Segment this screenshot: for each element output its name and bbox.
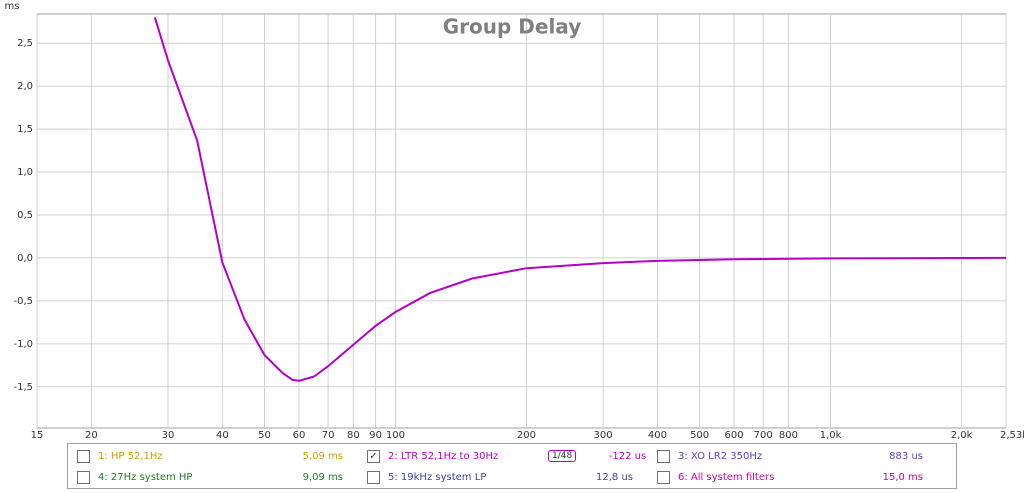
y-tick-label: -1,0: [13, 339, 33, 350]
checkbox[interactable]: [657, 470, 670, 484]
x-tick-label: 60: [293, 430, 306, 440]
legend-label: 4: 27Hz system HP: [98, 471, 193, 483]
chart: Group Delay ms 2,5 2,0 1,5 1,0 0,5 0,0 -0,5 -1,…: [5, 1, 1024, 440]
x-tick-label: 30: [162, 430, 175, 440]
x-tick-label: 40: [216, 430, 229, 440]
smoothing-button[interactable]: 1/48: [548, 450, 577, 462]
x-tick-label: 50: [258, 430, 271, 440]
legend: 1: HP 52,1Hz 5,09 ms ✓ 2: LTR 52,1Hz to 30H…: [67, 443, 957, 489]
chart-title: Group Delay: [443, 15, 581, 39]
checkbox[interactable]: ✓: [367, 449, 380, 463]
x-tick-label: 2,0k: [951, 430, 973, 440]
legend-item: 5: 19kHz system LP 12,8 us: [367, 468, 633, 486]
data-line: [153, 17, 1006, 382]
x-tick-label: 15: [31, 430, 44, 440]
x-tick-label: 20: [85, 430, 98, 440]
x-tick-label: 500: [690, 430, 709, 440]
legend-item: 6: All system filters 15,0 ms: [657, 468, 923, 486]
legend-label: 1: HP 52,1Hz: [98, 450, 163, 462]
legend-item: 4: 27Hz system HP 9,09 ms: [77, 468, 343, 486]
x-tick-label: 700: [754, 430, 773, 440]
legend-label: 2: LTR 52,1Hz to 30Hz: [388, 450, 499, 462]
y-tick-label: 0,0: [17, 253, 33, 264]
y-axis-label: ms: [5, 1, 20, 12]
y-tick-label: 2,5: [17, 38, 33, 49]
legend-item: 3: XO LR2 350Hz 883 us: [657, 447, 923, 465]
x-tick-label: 300: [594, 430, 613, 440]
y-tick-label: 1,0: [17, 167, 33, 178]
legend-value: 9,09 ms: [302, 471, 343, 483]
x-tick-label: 80: [347, 430, 360, 440]
legend-value: 15,0 ms: [882, 471, 923, 483]
x-tick-label: 2,53k Hz: [1000, 430, 1024, 440]
legend-label: 6: All system filters: [678, 471, 775, 483]
y-tick-label: -1,5: [13, 382, 33, 393]
x-tick-label: 90: [369, 430, 382, 440]
checkbox[interactable]: [657, 449, 670, 463]
legend-value: -122 us: [608, 450, 647, 462]
x-tick-label: 100: [386, 430, 405, 440]
legend-value: 883 us: [889, 450, 923, 462]
y-tick-label: 1,5: [17, 124, 33, 135]
x-tick-label: 600: [725, 430, 744, 440]
x-tick-label: 1,0k: [820, 430, 842, 440]
legend-label: 3: XO LR2 350Hz: [678, 450, 763, 462]
legend-value: 5,09 ms: [302, 450, 343, 462]
checkbox[interactable]: [77, 470, 90, 484]
x-tick-label: 200: [517, 430, 536, 440]
plot-area: [36, 13, 1007, 429]
legend-item: 1: HP 52,1Hz 5,09 ms: [77, 447, 343, 465]
legend-value: 12,8 us: [596, 471, 633, 483]
x-tick-label: 400: [648, 430, 667, 440]
y-tick-label: 0,5: [17, 210, 33, 221]
legend-label: 5: 19kHz system LP: [388, 471, 487, 483]
checkbox[interactable]: [367, 470, 380, 484]
x-tick-label: 70: [322, 430, 335, 440]
x-tick-label: 800: [779, 430, 798, 440]
legend-item: ✓ 2: LTR 52,1Hz to 30Hz 1/48 -122 us: [367, 447, 646, 465]
checkbox[interactable]: [77, 449, 90, 463]
y-tick-label: 2,0: [17, 81, 33, 92]
y-tick-label: -0,5: [13, 296, 33, 307]
